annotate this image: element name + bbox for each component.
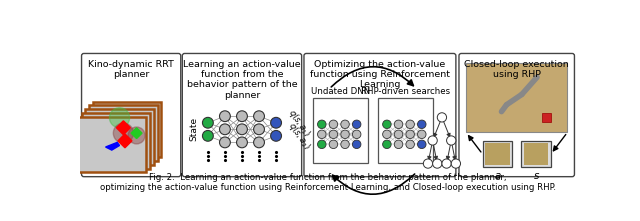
Circle shape — [220, 137, 230, 148]
Circle shape — [317, 130, 326, 139]
Circle shape — [340, 120, 349, 129]
Polygon shape — [131, 128, 142, 139]
Circle shape — [220, 111, 230, 122]
Text: Undated DNN: Undated DNN — [311, 87, 370, 96]
Circle shape — [447, 136, 456, 145]
FancyBboxPatch shape — [483, 141, 512, 167]
Circle shape — [353, 130, 361, 139]
Circle shape — [202, 130, 213, 141]
Circle shape — [394, 140, 403, 149]
Circle shape — [113, 123, 134, 143]
Circle shape — [340, 130, 349, 139]
Circle shape — [423, 159, 433, 168]
Text: Optimizing the action-value
function using Reinforcement
Learning: Optimizing the action-value function usi… — [310, 60, 450, 90]
FancyBboxPatch shape — [312, 98, 368, 163]
Circle shape — [128, 127, 145, 144]
FancyBboxPatch shape — [459, 53, 575, 177]
Circle shape — [340, 140, 349, 149]
Polygon shape — [106, 142, 120, 150]
Circle shape — [271, 130, 282, 141]
FancyBboxPatch shape — [378, 98, 433, 163]
Circle shape — [428, 136, 437, 145]
FancyBboxPatch shape — [522, 141, 551, 167]
FancyBboxPatch shape — [77, 117, 146, 172]
Circle shape — [329, 120, 338, 129]
Circle shape — [394, 120, 403, 129]
Text: State: State — [189, 117, 198, 141]
Polygon shape — [116, 121, 131, 135]
FancyBboxPatch shape — [542, 113, 552, 122]
FancyBboxPatch shape — [93, 102, 161, 157]
Circle shape — [237, 111, 248, 122]
Circle shape — [417, 130, 426, 139]
Circle shape — [442, 159, 451, 168]
Circle shape — [109, 108, 129, 128]
Text: $q(s,a_1)$: $q(s,a_1)$ — [285, 106, 313, 139]
Circle shape — [237, 124, 248, 135]
Circle shape — [317, 120, 326, 129]
FancyBboxPatch shape — [85, 109, 154, 165]
FancyBboxPatch shape — [466, 63, 568, 132]
Text: Learning an action-value
function from the
behavior pattern of the
planner: Learning an action-value function from t… — [183, 60, 301, 100]
Circle shape — [271, 117, 282, 128]
Circle shape — [417, 120, 426, 129]
Circle shape — [383, 120, 391, 129]
Polygon shape — [118, 134, 132, 148]
Circle shape — [317, 140, 326, 149]
Circle shape — [451, 159, 461, 168]
FancyBboxPatch shape — [485, 143, 509, 165]
FancyBboxPatch shape — [304, 53, 456, 177]
FancyBboxPatch shape — [524, 143, 548, 165]
FancyBboxPatch shape — [182, 53, 301, 177]
Circle shape — [353, 140, 361, 149]
Text: s: s — [533, 171, 539, 181]
Text: Closed-loop execution
using RHP: Closed-loop execution using RHP — [465, 60, 569, 79]
Circle shape — [383, 130, 391, 139]
Text: RHP-driven searches: RHP-driven searches — [361, 87, 450, 96]
Circle shape — [383, 140, 391, 149]
Circle shape — [253, 111, 264, 122]
Circle shape — [220, 124, 230, 135]
FancyBboxPatch shape — [81, 53, 180, 177]
Text: Fig. 2.  Learning an action-value function from the behavior pattern of the plan: Fig. 2. Learning an action-value functio… — [100, 173, 556, 192]
Circle shape — [437, 113, 447, 122]
Circle shape — [406, 120, 415, 129]
Circle shape — [417, 140, 426, 149]
Text: $q(s,a_2)$: $q(s,a_2)$ — [285, 120, 313, 152]
Circle shape — [394, 130, 403, 139]
FancyBboxPatch shape — [90, 105, 157, 161]
Circle shape — [329, 140, 338, 149]
FancyBboxPatch shape — [81, 113, 150, 169]
Circle shape — [253, 124, 264, 135]
Circle shape — [433, 159, 442, 168]
Circle shape — [202, 117, 213, 128]
Circle shape — [353, 120, 361, 129]
Circle shape — [253, 137, 264, 148]
Circle shape — [406, 130, 415, 139]
Circle shape — [237, 137, 248, 148]
Circle shape — [406, 140, 415, 149]
Text: Kino-dynamic RRT
planner: Kino-dynamic RRT planner — [88, 60, 174, 79]
Text: a: a — [494, 171, 500, 181]
Circle shape — [329, 130, 338, 139]
